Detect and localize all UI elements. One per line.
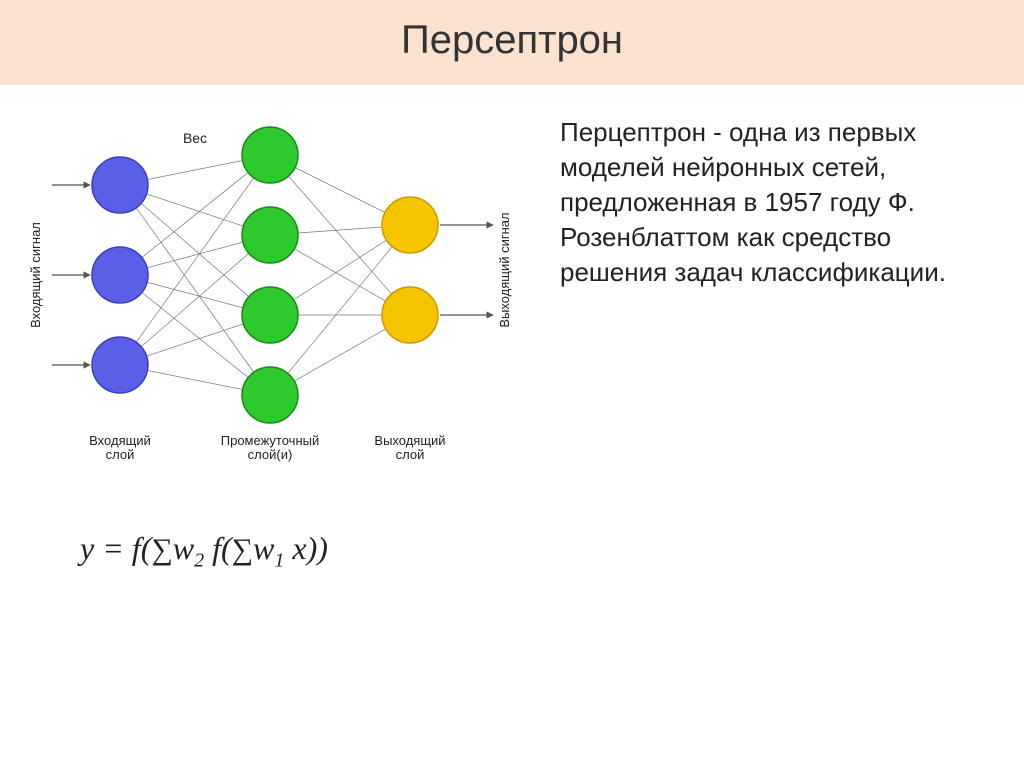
svg-text:Входящийслой: Входящийслой [89, 433, 151, 462]
svg-text:Выходящийслой: Выходящийслой [374, 433, 445, 462]
perceptron-diagram: Вес Входящий сигнал Выходящий сигнал Входящ… [20, 115, 520, 495]
formula-w1-sub: 1 [274, 549, 284, 571]
sigma-icon: ∑ [232, 533, 253, 566]
svg-text:Вес: Вес [183, 130, 207, 146]
formula-w2: w [173, 530, 194, 566]
sigma-icon: ∑ [151, 533, 172, 566]
formula-tail: x)) [284, 530, 328, 566]
slide-title: Персептрон [0, 0, 1024, 85]
svg-text:Выходящий сигнал: Выходящий сигнал [497, 212, 512, 327]
description-text: Перцептрон - одна из первых моделей нейр… [540, 115, 1004, 290]
diagram-column: Вес Входящий сигнал Выходящий сигнал Входящ… [20, 115, 540, 572]
formula-mid: f( [204, 530, 232, 566]
formula-w2-sub: 2 [194, 549, 204, 571]
svg-text:Промежуточныйслой(и): Промежуточныйслой(и) [221, 433, 319, 462]
formula-prefix: y = f( [80, 530, 151, 566]
formula: y = f(∑w2 f(∑w1 x)) [20, 500, 540, 572]
formula-w1: w [253, 530, 274, 566]
content-row: Вес Входящий сигнал Выходящий сигнал Входящ… [0, 85, 1024, 572]
svg-text:Входящий сигнал: Входящий сигнал [28, 222, 43, 328]
